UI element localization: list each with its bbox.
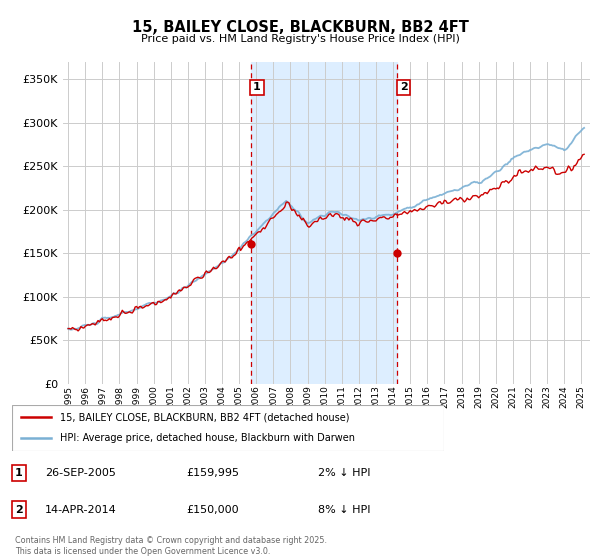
Text: 2: 2 (400, 82, 407, 92)
Text: HPI: Average price, detached house, Blackburn with Darwen: HPI: Average price, detached house, Blac… (59, 433, 355, 444)
Text: 15, BAILEY CLOSE, BLACKBURN, BB2 4FT: 15, BAILEY CLOSE, BLACKBURN, BB2 4FT (131, 20, 469, 35)
Text: 15, BAILEY CLOSE, BLACKBURN, BB2 4FT (detached house): 15, BAILEY CLOSE, BLACKBURN, BB2 4FT (de… (59, 412, 349, 422)
Text: Contains HM Land Registry data © Crown copyright and database right 2025.
This d: Contains HM Land Registry data © Crown c… (15, 536, 327, 556)
Text: 14-APR-2014: 14-APR-2014 (45, 505, 117, 515)
Text: 2: 2 (15, 505, 23, 515)
Text: 8% ↓ HPI: 8% ↓ HPI (318, 505, 371, 515)
Text: 1: 1 (253, 82, 261, 92)
Bar (251, 62, 397, 384)
Text: 26-SEP-2005: 26-SEP-2005 (45, 468, 116, 478)
Text: Price paid vs. HM Land Registry's House Price Index (HPI): Price paid vs. HM Land Registry's House … (140, 34, 460, 44)
Text: £150,000: £150,000 (186, 505, 239, 515)
Text: 1: 1 (15, 468, 23, 478)
Text: 2% ↓ HPI: 2% ↓ HPI (318, 468, 371, 478)
Text: £159,995: £159,995 (186, 468, 239, 478)
